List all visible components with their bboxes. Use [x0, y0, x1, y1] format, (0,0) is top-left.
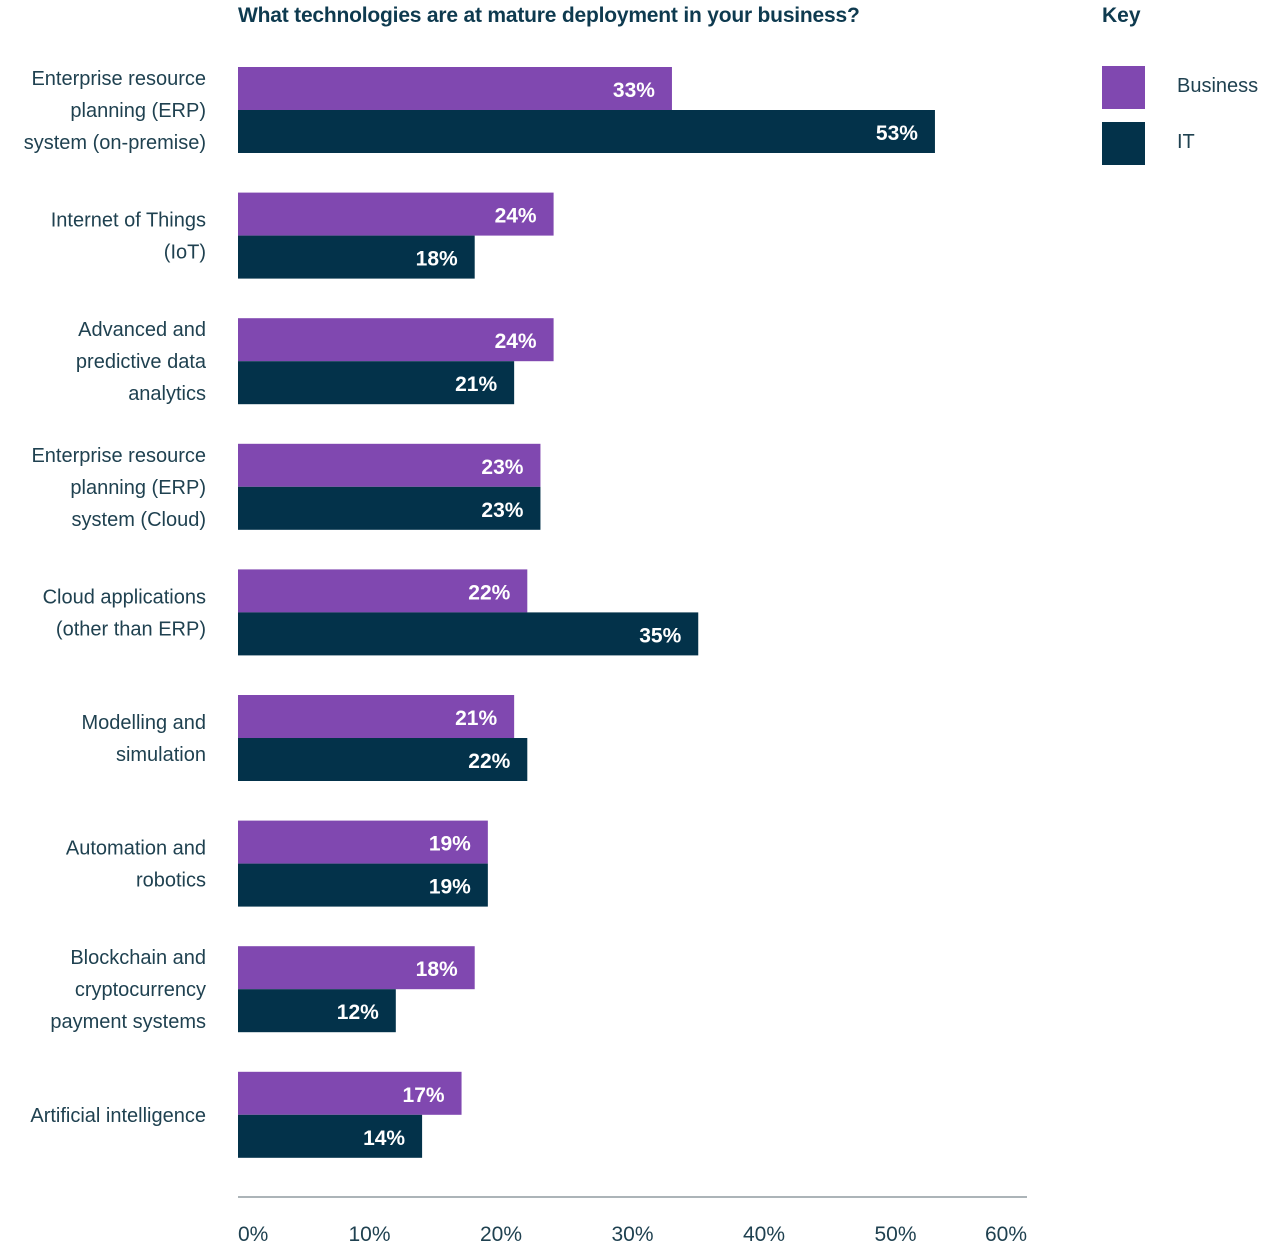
category-label: Cloud applications (other than ERP) — [43, 586, 206, 640]
x-tick-label: 0% — [238, 1223, 268, 1245]
bar-value-label: 35% — [639, 624, 681, 647]
chart-title: What technologies are at mature deployme… — [238, 4, 860, 27]
category-label-line: Blockchain and — [70, 947, 206, 969]
bar-it — [238, 486, 541, 530]
bar-value-label: 53% — [876, 122, 918, 145]
category-label-line: predictive data — [76, 351, 207, 373]
category-label-line: (other than ERP) — [56, 618, 206, 640]
bar-it — [238, 989, 396, 1033]
bar-group: 33% 53% Enterprise resource planning (ERP) s… — [24, 67, 935, 154]
x-tick-label: 30% — [611, 1223, 653, 1245]
bar-value-label: 14% — [363, 1127, 405, 1150]
bar-business — [238, 443, 541, 487]
bar-business — [238, 318, 554, 362]
bar-value-label: 18% — [416, 958, 458, 981]
category-label-line: analytics — [128, 383, 206, 405]
x-tick-label: 60% — [985, 1223, 1027, 1245]
bar-group: 17% 14% Artificial intelligence — [30, 1071, 462, 1158]
category-label-line: Cloud applications — [43, 586, 206, 608]
category-label: Enterprise resource planning (ERP) system … — [24, 68, 206, 154]
category-label-line: (IoT) — [164, 242, 206, 264]
category-label-line: system (Cloud) — [72, 509, 206, 531]
category-label: Blockchain and cryptocurrency payment syst… — [50, 947, 206, 1033]
bar-business — [238, 695, 515, 738]
legend-label-business: Business — [1177, 75, 1259, 97]
x-tick-label: 50% — [874, 1223, 916, 1245]
x-tick-label: 10% — [348, 1223, 390, 1245]
legend-title: Key — [1102, 4, 1141, 27]
bar-value-label: 22% — [468, 750, 510, 773]
bar-value-label: 19% — [429, 833, 471, 856]
category-label: Modelling and simulation — [81, 712, 206, 766]
category-label-line: Advanced and — [78, 319, 206, 341]
bar-value-label: 21% — [455, 707, 497, 730]
bar-business — [238, 569, 528, 613]
bar-it — [238, 1114, 423, 1158]
bar-group: 22% 35% Cloud applications (other than ERP) — [43, 569, 699, 656]
category-label: Internet of Things (IoT) — [51, 210, 206, 264]
category-label: Advanced and predictive data analytics — [76, 319, 207, 405]
category-label-line: Enterprise resource — [31, 445, 206, 467]
bar-value-label: 19% — [429, 876, 471, 899]
bar-group: 18% 12% Blockchain and cryptocurrency paymen… — [50, 946, 475, 1033]
bar-value-label: 22% — [468, 581, 510, 604]
category-label-line: Internet of Things — [51, 210, 206, 232]
category-label: Artificial intelligence — [30, 1105, 206, 1127]
bar-it — [238, 110, 935, 153]
bar-it — [238, 738, 528, 781]
bar-value-label: 18% — [416, 248, 458, 271]
category-label-line: Modelling and — [81, 712, 206, 734]
category-label-line: cryptocurrency — [75, 979, 206, 1001]
category-label-line: Enterprise resource — [31, 68, 206, 90]
category-label-line: payment systems — [50, 1011, 206, 1033]
x-tick-label: 40% — [743, 1223, 785, 1245]
category-label-line: robotics — [136, 870, 206, 892]
bar-group: 24% 18% Internet of Things (IoT) — [51, 192, 554, 279]
category-label: Automation and robotics — [66, 838, 206, 892]
category-label-line: Automation and — [66, 838, 206, 860]
category-label-line: Artificial intelligence — [30, 1105, 206, 1127]
bar-value-label: 24% — [495, 205, 537, 228]
bar-group: 24% 21% Advanced and predictive data analyti… — [76, 318, 554, 405]
bar-group: 21% 22% Modelling and simulation — [81, 695, 528, 781]
bar-value-label: 21% — [455, 373, 497, 396]
category-label-line: system (on-premise) — [24, 132, 206, 154]
bar-business — [238, 946, 475, 990]
bar-value-label: 17% — [403, 1084, 445, 1107]
bar-business — [238, 192, 554, 236]
bar-business — [238, 820, 488, 864]
bar-value-label: 24% — [495, 330, 537, 353]
legend-label-it: IT — [1177, 131, 1195, 153]
category-label-line: planning (ERP) — [70, 100, 206, 122]
bar-value-label: 23% — [481, 499, 523, 522]
x-tick-label: 20% — [480, 1223, 522, 1245]
bar-it — [238, 235, 475, 279]
legend-swatch-it — [1102, 122, 1145, 165]
category-label-line: planning (ERP) — [70, 477, 206, 499]
bar-group: 23% 23% Enterprise resource planning (ERP) s… — [31, 443, 541, 531]
bar-it — [238, 361, 515, 405]
bar-value-label: 33% — [613, 79, 655, 102]
legend-swatch-business — [1102, 66, 1145, 109]
bar-it — [238, 612, 699, 656]
bar-group: 19% 19% Automation and robotics — [66, 820, 488, 907]
category-label-line: simulation — [116, 744, 206, 766]
bar-value-label: 23% — [481, 456, 523, 479]
bar-business — [238, 67, 672, 110]
category-label: Enterprise resource planning (ERP) system … — [31, 445, 206, 531]
bar-value-label: 12% — [337, 1001, 379, 1024]
bar-business — [238, 1071, 462, 1115]
bar-it — [238, 863, 488, 907]
